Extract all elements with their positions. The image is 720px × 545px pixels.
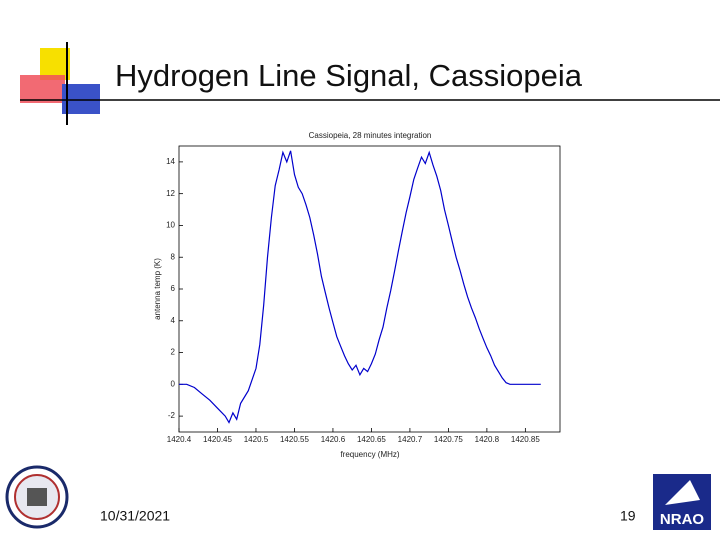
deco-yellow bbox=[40, 48, 70, 80]
page-number: 19 bbox=[620, 508, 636, 524]
x-axis-label: frequency (MHz) bbox=[340, 450, 399, 459]
x-tick-label: 1420.4 bbox=[167, 435, 192, 444]
y-axis-label: antenna temp (K) bbox=[153, 258, 162, 320]
date: 10/31/2021 bbox=[100, 508, 170, 524]
x-tick-label: 1420.55 bbox=[280, 435, 309, 444]
y-tick-label: 14 bbox=[166, 157, 175, 166]
x-tick-label: 1420.85 bbox=[511, 435, 540, 444]
y-tick-label: -2 bbox=[168, 411, 176, 420]
logo-text: NRAO bbox=[660, 511, 704, 528]
deco-red bbox=[20, 75, 65, 103]
x-tick-label: 1420.45 bbox=[203, 435, 232, 444]
nrao-logo: NRAO bbox=[653, 474, 711, 530]
y-tick-label: 8 bbox=[171, 252, 176, 261]
x-tick-label: 1420.7 bbox=[398, 435, 423, 444]
x-tick-label: 1420.65 bbox=[357, 435, 386, 444]
y-tick-label: 10 bbox=[166, 221, 175, 230]
x-tick-label: 1420.5 bbox=[244, 435, 269, 444]
y-tick-label: 6 bbox=[171, 284, 176, 293]
deco-blue bbox=[62, 84, 100, 114]
signal-line bbox=[179, 150, 541, 424]
x-tick-label: 1420.75 bbox=[434, 435, 463, 444]
y-tick-label: 2 bbox=[171, 348, 176, 357]
y-tick-label: 12 bbox=[166, 189, 175, 198]
plot-frame bbox=[178, 145, 561, 433]
seal-logo bbox=[5, 465, 69, 529]
x-tick-label: 1420.8 bbox=[475, 435, 500, 444]
chart-title: Cassiopeia, 28 minutes integration bbox=[309, 131, 432, 140]
y-tick-label: 4 bbox=[171, 316, 176, 325]
y-tick-label: 0 bbox=[171, 379, 176, 388]
x-tick-label: 1420.6 bbox=[321, 435, 346, 444]
slide-title: Hydrogen Line Signal, Cassiopeia bbox=[115, 58, 583, 93]
